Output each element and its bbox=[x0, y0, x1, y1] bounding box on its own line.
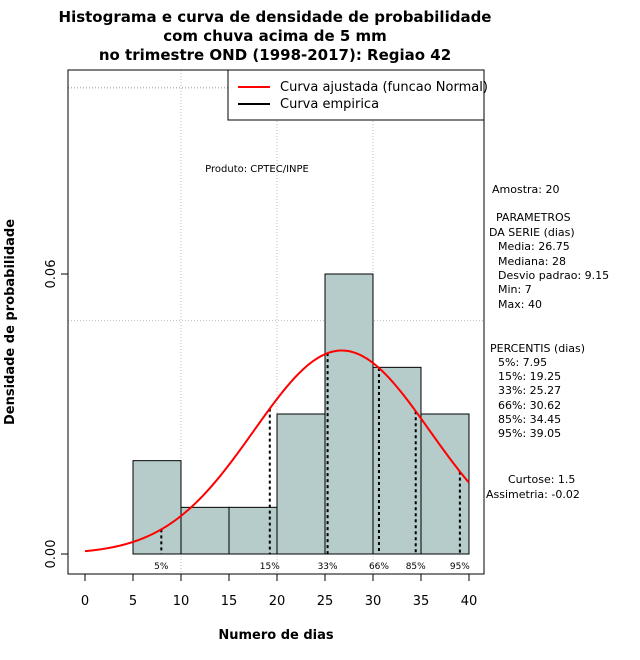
chart-title-line-2: com chuva acima de 5 mm bbox=[163, 27, 387, 45]
stat-p5: 5%: 7.95 bbox=[498, 356, 547, 369]
x-tick-label-5: 5 bbox=[129, 594, 137, 609]
x-tick-label-40: 40 bbox=[461, 594, 478, 609]
x-tick-label-15: 15 bbox=[221, 594, 238, 609]
stat-p15: 15%: 19.25 bbox=[498, 370, 561, 383]
x-tick-label-25: 25 bbox=[317, 594, 334, 609]
percentile-label-66: 66% bbox=[369, 562, 389, 572]
histogram-bar-6 bbox=[420, 413, 470, 555]
x-axis-label: Numero de dias bbox=[218, 628, 334, 643]
stat-max: Max: 40 bbox=[498, 298, 542, 311]
percentile-labels: 5% 15% 33% 66% 85% 95% bbox=[154, 562, 470, 572]
chart-title-line-3: no trimestre OND (1998-2017): Regiao 42 bbox=[99, 46, 451, 64]
legend: Curva ajustada (funcao Normal) Curva emp… bbox=[227, 69, 488, 121]
stat-p33: 33%: 25.27 bbox=[498, 384, 561, 397]
stat-p85: 85%: 34.45 bbox=[498, 413, 561, 426]
histogram-bar-5 bbox=[372, 366, 422, 555]
percentile-label-95: 95% bbox=[450, 562, 470, 572]
stat-kurtosis: Curtose: 1.5 bbox=[508, 473, 575, 486]
x-tick-label-0: 0 bbox=[81, 594, 89, 609]
histogram-bar-1 bbox=[180, 506, 230, 555]
percentiles-title: PERCENTIS (dias) bbox=[490, 342, 585, 355]
histogram-bar-3 bbox=[276, 413, 326, 555]
statistics-panel: Amostra: 20 PARAMETROS DA SERIE (dias) M… bbox=[486, 183, 609, 501]
y-axis: 0.00 0.06 bbox=[44, 260, 68, 569]
x-axis: 0 5 10 15 20 25 30 35 40 bbox=[81, 573, 478, 609]
x-tick-label-35: 35 bbox=[413, 594, 430, 609]
stat-p66: 66%: 30.62 bbox=[498, 399, 561, 412]
x-tick-label-30: 30 bbox=[365, 594, 382, 609]
sample-size: Amostra: 20 bbox=[492, 183, 559, 196]
normal-curve bbox=[84, 349, 470, 553]
stat-sd: Desvio padrao: 9.15 bbox=[498, 269, 609, 282]
chart-title-line-1: Histograma e curva de densidade de proba… bbox=[59, 8, 492, 26]
percentile-label-85: 85% bbox=[406, 562, 426, 572]
stat-mean: Media: 26.75 bbox=[498, 240, 570, 253]
stat-min: Min: 7 bbox=[498, 283, 532, 296]
params-subtitle: DA SERIE (dias) bbox=[489, 226, 575, 239]
y-tick-label-0: 0.00 bbox=[44, 540, 59, 569]
y-tick-label-1: 0.06 bbox=[44, 260, 59, 289]
stat-skewness: Assimetria: -0.02 bbox=[486, 488, 580, 501]
legend-label-empirical: Curva empirica bbox=[280, 97, 379, 112]
histogram-bars bbox=[132, 273, 470, 555]
product-annotation: Produto: CPTEC/INPE bbox=[205, 164, 309, 175]
x-tick-label-20: 20 bbox=[269, 594, 286, 609]
histogram-bar-4 bbox=[324, 273, 374, 555]
normal-curve-line bbox=[84, 349, 470, 553]
percentile-label-33: 33% bbox=[318, 562, 338, 572]
percentile-label-5: 5% bbox=[154, 562, 169, 572]
legend-label-normal: Curva ajustada (funcao Normal) bbox=[280, 80, 488, 95]
x-tick-label-10: 10 bbox=[173, 594, 190, 609]
stat-p95: 95%: 39.05 bbox=[498, 427, 561, 440]
params-title: PARAMETROS bbox=[496, 211, 571, 224]
stat-median: Mediana: 28 bbox=[498, 255, 566, 268]
percentile-label-15: 15% bbox=[260, 562, 280, 572]
y-axis-label: Densidade de probabilidade bbox=[3, 219, 18, 425]
legend-box bbox=[227, 69, 485, 121]
percentile-lines bbox=[160, 353, 461, 554]
